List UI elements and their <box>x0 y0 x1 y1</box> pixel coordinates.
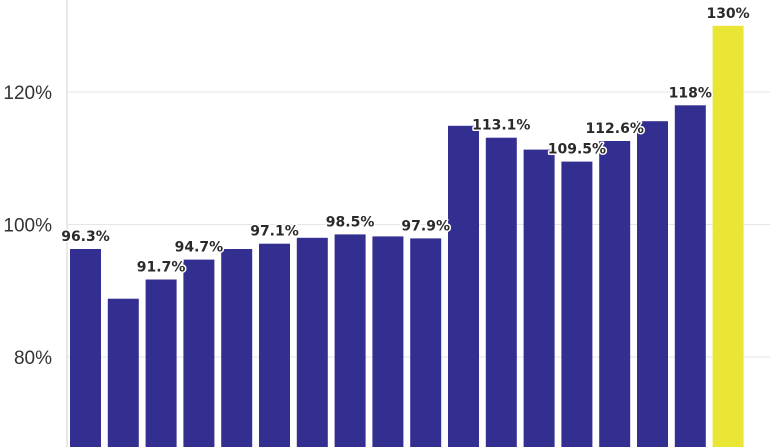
bars <box>70 25 744 447</box>
bar <box>259 243 290 447</box>
bar <box>70 249 101 447</box>
y-axis-tick-labels: 80% 100% 120% <box>3 83 52 369</box>
data-label: 112.6% <box>586 121 644 137</box>
bar <box>410 238 442 447</box>
bar <box>145 279 177 447</box>
bar <box>599 141 631 447</box>
bar <box>334 234 366 447</box>
data-label: 94.7% <box>175 240 224 256</box>
data-label: 97.1% <box>250 224 299 240</box>
bar <box>674 105 706 447</box>
bar <box>523 149 555 447</box>
bar <box>485 137 517 447</box>
data-label: 96.3% <box>61 229 110 245</box>
data-label: 113.1% <box>472 118 530 134</box>
data-label: 118% <box>669 85 712 101</box>
bar <box>448 125 479 447</box>
data-label: 97.9% <box>401 218 450 234</box>
bar-highlighted <box>712 25 744 447</box>
bar <box>221 249 253 447</box>
data-label: 91.7% <box>137 260 186 276</box>
data-label: 109.5% <box>548 142 606 158</box>
y-tick-label: 80% <box>14 348 52 369</box>
bar <box>296 237 328 447</box>
data-labels: 96.3% 91.7% 94.7% 97.1% 98.5% 97.9% 113.1% 109.… <box>60 4 752 277</box>
data-label: 130% <box>706 6 749 22</box>
bar <box>107 298 139 447</box>
y-tick-label: 100% <box>3 216 52 237</box>
bar <box>561 161 593 447</box>
bar <box>637 121 668 447</box>
y-tick-label: 120% <box>3 83 52 104</box>
bar <box>183 259 215 447</box>
bar <box>372 236 404 447</box>
data-label: 98.5% <box>326 214 375 230</box>
